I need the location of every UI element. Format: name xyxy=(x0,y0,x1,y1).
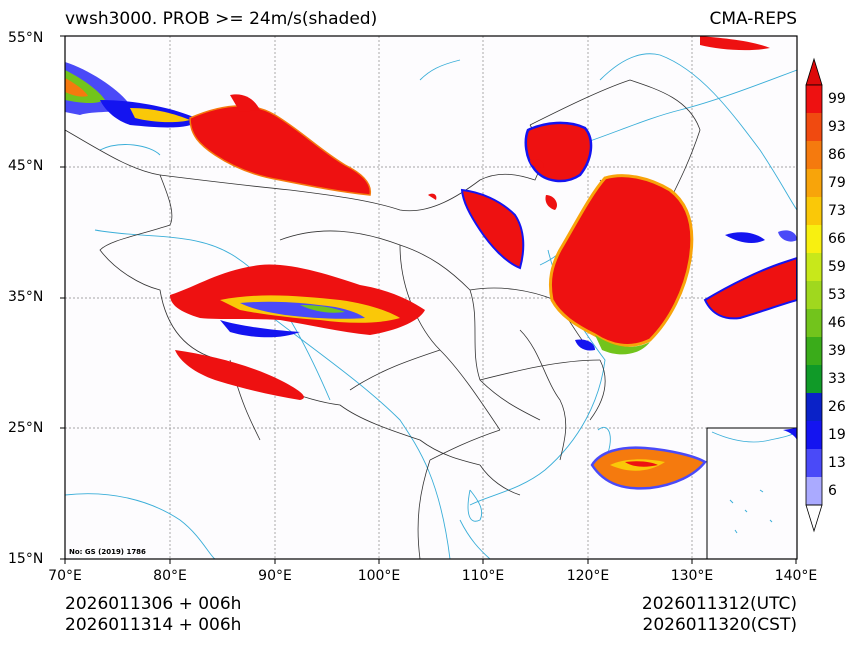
valid-time-block: 2026011312(UTC) 2026011320(CST) xyxy=(642,594,797,636)
colorbar-label: 6 xyxy=(828,483,837,499)
colorbar-label: 66 xyxy=(828,231,846,247)
init-time-utc: 2026011306 + 006h xyxy=(65,594,242,614)
colorbar-swatch xyxy=(806,85,822,113)
colorbar-label: 93 xyxy=(828,119,846,135)
colorbar-label: 39 xyxy=(828,343,846,359)
colorbar-swatch xyxy=(806,393,822,421)
colorbar-swatch xyxy=(806,449,822,477)
lat-label-25: 25°N xyxy=(8,420,44,436)
colorbar-label: 33 xyxy=(828,371,846,387)
colorbar-swatch xyxy=(806,337,822,365)
lon-label-90: 90°E xyxy=(258,568,292,584)
colorbar-swatch xyxy=(806,253,822,281)
colorbar-label: 99 xyxy=(828,91,846,107)
lon-label-130: 130°E xyxy=(670,568,714,584)
colorbar-label: 59 xyxy=(828,259,846,275)
init-time-cst: 2026011314 + 006h xyxy=(65,615,242,635)
colorbar-frame xyxy=(805,84,823,506)
colorbar-label: 53 xyxy=(828,287,846,303)
colorbar-swatch xyxy=(806,197,822,225)
model-name: CMA-REPS xyxy=(709,9,797,29)
colorbar-swatch xyxy=(806,309,822,337)
map-title: vwsh3000. PROB >= 24m/s(shaded) xyxy=(65,9,378,29)
colorbar-swatch xyxy=(806,477,822,505)
lat-label-45: 45°N xyxy=(8,158,44,174)
colorbar-max-arrow xyxy=(805,57,823,86)
country-borders xyxy=(65,79,701,559)
lat-label-15: 15°N xyxy=(8,551,44,567)
colorbar-swatch xyxy=(806,281,822,309)
lat-label-55: 55°N xyxy=(8,30,44,46)
colorbar-swatch xyxy=(806,169,822,197)
probability-shading xyxy=(65,36,797,490)
colorbar-label: 46 xyxy=(828,315,846,331)
colorbar-swatch xyxy=(806,365,822,393)
colorbar-label: 86 xyxy=(828,147,846,163)
colorbar-min-arrow xyxy=(805,504,823,533)
colorbar-label: 73 xyxy=(828,203,846,219)
valid-time-utc: 2026011312(UTC) xyxy=(641,594,797,614)
lat-label-35: 35°N xyxy=(8,289,44,305)
lon-label-70: 70°E xyxy=(48,568,82,584)
map-approval-note: No: GS (2019) 1786 xyxy=(69,548,146,556)
init-time-block: 2026011306 + 006h 2026011314 + 006h xyxy=(65,594,241,636)
colorbar-label: 79 xyxy=(828,175,846,191)
colorbar-swatch xyxy=(806,141,822,169)
axis-ticks xyxy=(60,35,797,564)
lon-label-140: 140°E xyxy=(774,568,818,584)
lon-label-80: 80°E xyxy=(153,568,187,584)
colorbar xyxy=(805,57,823,533)
colorbar-swatch xyxy=(806,225,822,253)
colorbar-label: 13 xyxy=(828,455,846,471)
colorbar-swatch xyxy=(806,421,822,449)
colorbar-swatch xyxy=(806,113,822,141)
lon-label-110: 110°E xyxy=(461,568,505,584)
colorbar-label: 26 xyxy=(828,399,846,415)
lon-label-100: 100°E xyxy=(357,568,401,584)
south-china-sea-inset xyxy=(706,427,798,560)
lon-label-120: 120°E xyxy=(566,568,610,584)
colorbar-label: 19 xyxy=(828,427,846,443)
valid-time-cst: 2026011320(CST) xyxy=(642,615,797,635)
